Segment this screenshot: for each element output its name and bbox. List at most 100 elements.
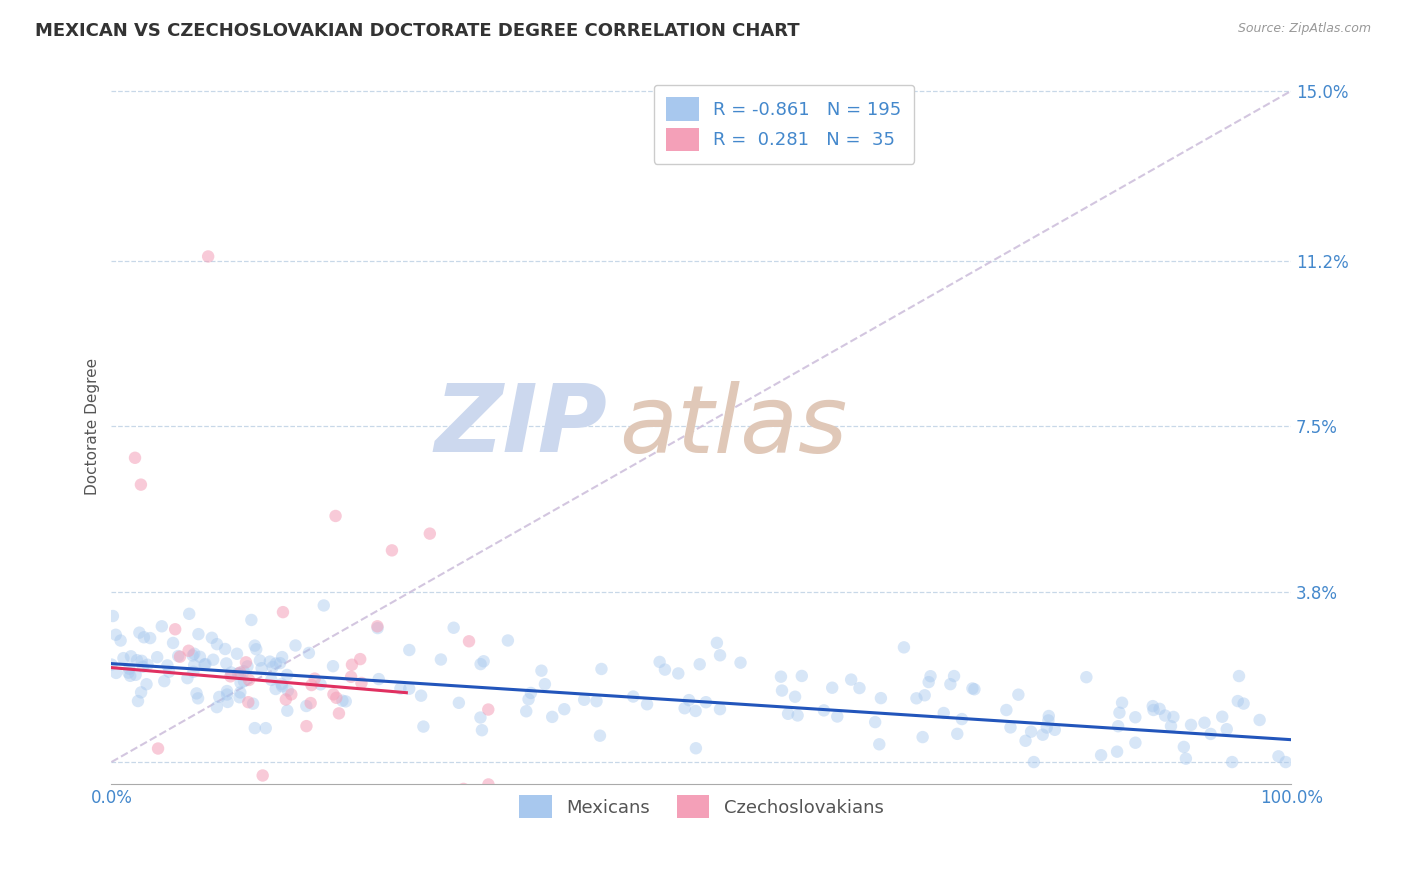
Legend: Mexicans, Czechoslovakians: Mexicans, Czechoslovakians bbox=[512, 788, 891, 825]
Point bbox=[238, 695, 260, 709]
Point bbox=[298, 646, 321, 660]
Point bbox=[367, 672, 389, 686]
Point bbox=[1249, 713, 1271, 727]
Point bbox=[367, 621, 389, 635]
Point bbox=[176, 671, 198, 685]
Point bbox=[183, 665, 205, 679]
Point bbox=[1142, 703, 1164, 717]
Point bbox=[233, 674, 256, 689]
Point bbox=[157, 665, 180, 679]
Point bbox=[117, 665, 139, 680]
Point bbox=[636, 698, 658, 712]
Point bbox=[120, 669, 142, 683]
Text: ZIP: ZIP bbox=[434, 381, 607, 473]
Point bbox=[1180, 718, 1202, 732]
Point bbox=[430, 652, 453, 666]
Point bbox=[585, 694, 607, 708]
Point bbox=[666, 666, 689, 681]
Point bbox=[920, 669, 942, 683]
Point bbox=[132, 659, 155, 673]
Point bbox=[325, 690, 347, 705]
Point bbox=[1107, 745, 1129, 759]
Point bbox=[1043, 723, 1066, 737]
Point bbox=[187, 691, 209, 706]
Point bbox=[229, 675, 252, 690]
Point bbox=[146, 741, 169, 756]
Point bbox=[340, 670, 363, 684]
Point bbox=[217, 695, 239, 709]
Point bbox=[229, 685, 252, 699]
Point bbox=[129, 685, 152, 699]
Point bbox=[232, 665, 254, 679]
Point bbox=[534, 677, 557, 691]
Point bbox=[695, 695, 717, 709]
Point bbox=[228, 666, 250, 681]
Point bbox=[132, 630, 155, 644]
Point bbox=[226, 666, 249, 681]
Point bbox=[260, 673, 283, 687]
Point bbox=[186, 686, 208, 700]
Point bbox=[1076, 670, 1098, 684]
Point bbox=[219, 665, 242, 680]
Point bbox=[827, 709, 849, 723]
Point bbox=[276, 704, 298, 718]
Point bbox=[1220, 755, 1243, 769]
Point bbox=[271, 605, 294, 619]
Point bbox=[1125, 710, 1147, 724]
Point bbox=[280, 687, 302, 701]
Point bbox=[202, 653, 225, 667]
Point bbox=[153, 674, 176, 689]
Point bbox=[398, 643, 420, 657]
Point bbox=[229, 665, 252, 680]
Point bbox=[470, 657, 492, 672]
Point bbox=[621, 690, 644, 704]
Point bbox=[1267, 749, 1289, 764]
Point bbox=[1019, 724, 1042, 739]
Point bbox=[790, 669, 813, 683]
Point bbox=[110, 633, 132, 648]
Point bbox=[169, 649, 191, 664]
Point bbox=[249, 653, 271, 667]
Point bbox=[127, 694, 149, 708]
Point bbox=[349, 652, 371, 666]
Point bbox=[709, 702, 731, 716]
Point bbox=[1032, 728, 1054, 742]
Point bbox=[821, 681, 844, 695]
Point bbox=[477, 702, 499, 716]
Point bbox=[262, 660, 284, 674]
Point bbox=[673, 701, 696, 715]
Point bbox=[277, 683, 299, 698]
Point bbox=[962, 681, 984, 696]
Point bbox=[1125, 736, 1147, 750]
Point bbox=[156, 658, 179, 673]
Point bbox=[453, 781, 475, 796]
Point bbox=[1142, 699, 1164, 714]
Point bbox=[839, 673, 862, 687]
Point bbox=[201, 631, 224, 645]
Point bbox=[183, 647, 205, 661]
Point bbox=[786, 708, 808, 723]
Point bbox=[226, 647, 249, 661]
Point bbox=[245, 642, 267, 657]
Point bbox=[304, 672, 326, 686]
Point bbox=[250, 661, 273, 675]
Point bbox=[1111, 696, 1133, 710]
Point bbox=[1160, 719, 1182, 733]
Point bbox=[1233, 697, 1256, 711]
Point bbox=[242, 697, 264, 711]
Point bbox=[943, 669, 966, 683]
Point bbox=[219, 669, 242, 683]
Point bbox=[496, 633, 519, 648]
Point bbox=[274, 692, 297, 706]
Text: MEXICAN VS CZECHOSLOVAKIAN DOCTORATE DEGREE CORRELATION CHART: MEXICAN VS CZECHOSLOVAKIAN DOCTORATE DEG… bbox=[35, 22, 800, 40]
Point bbox=[128, 625, 150, 640]
Point bbox=[295, 719, 318, 733]
Point bbox=[235, 656, 257, 670]
Point bbox=[129, 477, 152, 491]
Point bbox=[299, 696, 322, 710]
Point bbox=[120, 649, 142, 664]
Point bbox=[264, 657, 287, 671]
Point bbox=[112, 651, 135, 665]
Point bbox=[139, 631, 162, 645]
Point bbox=[101, 609, 124, 624]
